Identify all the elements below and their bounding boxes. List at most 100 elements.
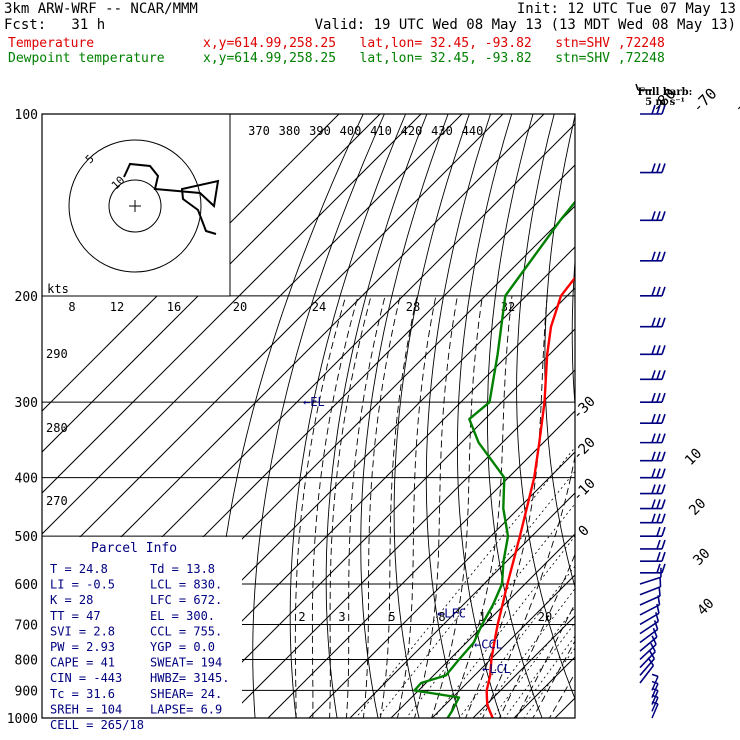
mixing-ratio-line (523, 647, 575, 718)
parcel-info-row-right: LFC = 672. (150, 593, 222, 607)
isotherm-line (42, 114, 422, 494)
right-temperature-label: -10 (570, 476, 599, 505)
parcel-info-row-right: YGP = 0.0 (150, 640, 215, 654)
parcel-info-row-left: LI = -0.5 (50, 578, 115, 592)
theta-label: 440 (462, 124, 484, 138)
barb-legend-sample (635, 83, 639, 91)
dry-adiabat-line (456, 114, 513, 718)
moist-adiabat-line (482, 453, 575, 718)
parcel-info-box (42, 537, 242, 718)
dry-adiabat-line (393, 114, 470, 718)
parcel-info-row-left: CELL = 265/18 (50, 718, 144, 732)
top-temperature-label: -60 (730, 85, 740, 117)
wind-barb (651, 701, 659, 719)
mixing-ratio-label: 5 (388, 610, 395, 624)
mixing-ratio-line (355, 446, 575, 718)
theta-label: 370 (248, 124, 270, 138)
pressure-tick-label: 200 (15, 290, 38, 305)
dry-adiabat-line (325, 114, 428, 718)
parcel-info-row-right: SWEAT= 194 (150, 656, 222, 670)
isotherm-line (390, 533, 575, 718)
isotherm-line (42, 114, 545, 617)
wind-barb (639, 627, 658, 652)
level-marker-el: ←EL (303, 395, 325, 409)
mixing-ratio-label: 8 (68, 300, 75, 314)
mixing-ratio-label: 24 (312, 300, 326, 314)
valid-time: Valid: 19 UTC Wed 08 May 13 (13 MDT Wed … (314, 17, 736, 33)
wind-barb (639, 642, 656, 669)
forecast-hour: Fcst: 31 h (4, 17, 106, 33)
parcel-info-title: Parcel Info (91, 541, 177, 556)
theta-label: 400 (340, 124, 362, 138)
wind-barb (640, 286, 666, 297)
moist-adiabat-line (362, 295, 401, 718)
wind-barb (639, 595, 661, 616)
isotherm-line (472, 615, 575, 718)
mixing-ratio-label: 28 (406, 300, 420, 314)
parcel-info-row-right: Td = 13.8 (150, 562, 215, 576)
hodograph-box (41, 113, 231, 297)
isotherm-line (349, 492, 575, 718)
wind-barb (651, 694, 659, 712)
parcel-info-row-right: CCL = 755. (150, 624, 222, 638)
wind-barb (640, 563, 666, 574)
mixing-ratio-label: 16 (167, 300, 181, 314)
isotherm-line (42, 114, 504, 576)
mixing-ratio-label: 20 (538, 610, 552, 624)
moist-adiabat-line (431, 295, 483, 718)
dry-adiabat-line (674, 86, 740, 730)
mixing-ratio-line (514, 635, 575, 718)
pressure-tick-label: 300 (15, 396, 38, 411)
wind-barb (640, 484, 666, 495)
mixing-ratio-label: 20 (233, 300, 247, 314)
parcel-info-row-right: SHEAR= 24. (150, 687, 222, 701)
right-temperature-label: 10 (682, 446, 705, 469)
isotherm-line (624, 86, 740, 730)
dry-adiabat-line (544, 114, 575, 589)
moist-adiabat-line (448, 295, 513, 718)
theta-label: 270 (46, 494, 68, 508)
isotherm-line (226, 369, 575, 718)
wind-barb (639, 620, 659, 644)
dewpoint-profile (413, 200, 575, 718)
wind-barb (640, 433, 666, 444)
parcel-info-row-right: LCL = 830. (150, 578, 222, 592)
right-temperature-label: -20 (570, 435, 599, 464)
right-temperature-label: 20 (686, 496, 709, 519)
model-name: 3km ARW-WRF -- NCAR/MMM (4, 1, 198, 17)
hodograph-ring (108, 179, 162, 233)
mixing-ratio-line (405, 503, 575, 718)
moist-adiabat-line (465, 295, 548, 718)
wind-barb (639, 577, 662, 596)
barb-legend-line2: 5 m s⁻¹ (645, 97, 685, 108)
parcel-info-row-left: TT = 47 (50, 609, 101, 623)
pressure-tick-label: 500 (15, 530, 38, 545)
temperature-legend-label: Temperature (8, 36, 95, 51)
parcel-info-row-right: EL = 300. (150, 609, 215, 623)
wind-barb (640, 451, 666, 462)
mixing-ratio-line (458, 565, 575, 718)
theta-label: 410 (370, 124, 392, 138)
temperature-legend-info: x,y=614.99,258.25 lat,lon= 32.45, -93.82… (203, 36, 665, 51)
moist-adiabat-line (515, 602, 575, 718)
pressure-tick-label: 900 (15, 684, 38, 699)
isotherm-line (267, 410, 575, 718)
dry-adiabat-line (571, 256, 575, 411)
theta-label: 420 (401, 124, 423, 138)
parcel-info-row-left: Tc = 31.6 (50, 687, 115, 701)
isotherm-line (42, 114, 340, 412)
wind-barb (639, 567, 662, 585)
moist-adiabat-line (414, 295, 458, 718)
wind-barb (640, 211, 666, 222)
wind-barb (640, 104, 666, 115)
wind-barb (640, 413, 666, 424)
wind-barb (639, 635, 657, 661)
pressure-tick-label: 1000 (7, 712, 38, 727)
wind-barb (640, 345, 666, 356)
dry-adiabat-line (516, 114, 575, 700)
pressure-tick-label: 700 (15, 618, 38, 633)
pressure-tick-label: 100 (15, 108, 38, 123)
wind-barb (651, 673, 659, 691)
wind-barb (640, 499, 666, 510)
isotherm-line (431, 574, 575, 718)
